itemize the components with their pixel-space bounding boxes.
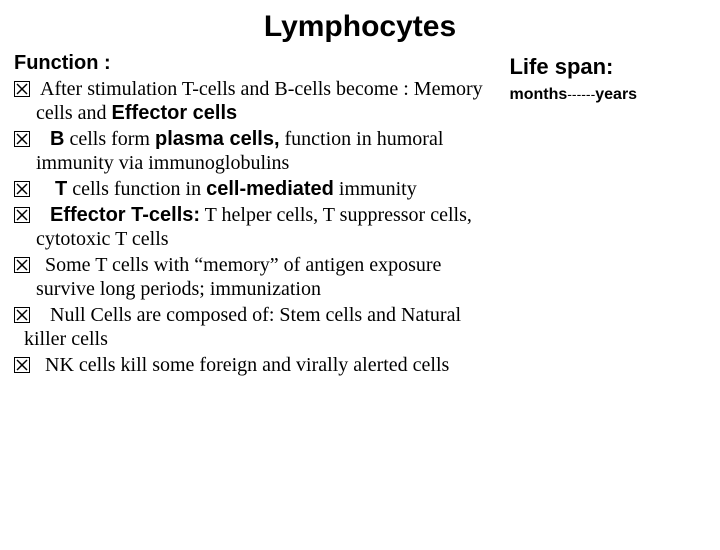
bullet-icon: [14, 181, 30, 197]
bullet-2: T cells function in cell-mediated immuni…: [14, 177, 495, 201]
bullet-text: Null Cells are composed of: Stem cells a…: [24, 304, 461, 350]
bullet-text: After stimulation T-cells and B-cells be…: [36, 78, 483, 124]
function-heading: Function :: [14, 52, 495, 75]
lifespan-years: years: [595, 86, 637, 103]
left-column: Function : After stimulation T-cells and…: [14, 52, 495, 379]
bullet-bold: B: [50, 128, 64, 150]
bullet-3: Effector T-cells: T helper cells, T supp…: [14, 203, 495, 251]
bullet-icon: [14, 357, 30, 373]
bullet-0: After stimulation T-cells and B-cells be…: [14, 77, 495, 125]
bullet-icon: [14, 207, 30, 223]
bullet-text: cells function in: [67, 178, 206, 200]
right-column: Life span: months------years: [495, 52, 706, 379]
content-area: Function : After stimulation T-cells and…: [0, 52, 720, 379]
page-title: Lymphocytes: [0, 10, 720, 44]
lifespan-months: months: [509, 86, 567, 103]
lifespan-dashes: ------: [567, 86, 595, 102]
bullet-icon: [14, 307, 30, 323]
bullet-bold: plasma cells,: [155, 128, 280, 150]
bullet-text: cells form: [64, 128, 155, 150]
bullet-bold: Effector cells: [112, 102, 238, 124]
bullet-4: Some T cells with “memory” of antigen ex…: [14, 253, 495, 301]
bullet-text: Some T cells with “memory” of antigen ex…: [36, 254, 441, 300]
bullet-icon: [14, 131, 30, 147]
bullet-icon: [14, 81, 30, 97]
bullet-bold: cell-mediated: [206, 178, 334, 200]
bullet-6: NK cells kill some foreign and virally a…: [14, 353, 495, 377]
lifespan-heading: Life span:: [509, 54, 706, 80]
bullet-bold: Effector T-cells:: [50, 204, 200, 226]
bullet-5: Null Cells are composed of: Stem cells a…: [14, 303, 495, 351]
bullet-text: NK cells kill some foreign and virally a…: [45, 354, 449, 376]
bullet-text: immunity: [334, 178, 417, 200]
lifespan-text: months------years: [509, 86, 706, 104]
bullet-bold: T: [55, 178, 67, 200]
bullet-1: B cells form plasma cells, function in h…: [14, 127, 495, 175]
bullet-icon: [14, 257, 30, 273]
